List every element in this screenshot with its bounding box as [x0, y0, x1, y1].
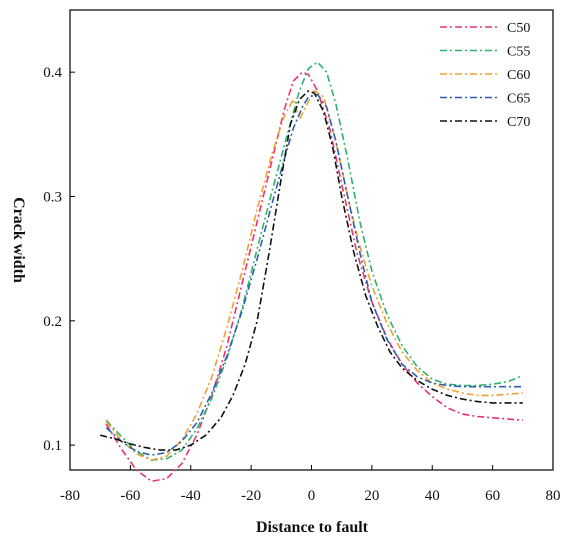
- legend-label-c70: C70: [507, 115, 530, 130]
- x-tick-label: -60: [120, 488, 140, 504]
- x-tick-label: 80: [546, 488, 561, 504]
- x-axis: -80 -60 -40 -20 0 20 40 60 80: [60, 465, 561, 504]
- y-tick-label: 0.3: [43, 189, 62, 205]
- legend-label-c55: C55: [507, 45, 530, 60]
- x-tick-label: -40: [181, 488, 201, 504]
- x-tick-label: -80: [60, 488, 80, 504]
- legend-label-c50: C50: [507, 21, 530, 36]
- x-tick-label: 20: [364, 488, 379, 504]
- x-axis-title: Distance to fault: [256, 519, 369, 536]
- legend: C50 C55 C60 C65 C70: [440, 21, 530, 130]
- series-line-c50: [105, 71, 523, 482]
- x-tick-label: 40: [425, 488, 440, 504]
- legend-label-c65: C65: [507, 92, 530, 107]
- x-tick-label: 60: [485, 488, 500, 504]
- series-line-c65: [105, 93, 523, 456]
- y-tick-label: 0.4: [43, 65, 62, 81]
- y-tick-label: 0.2: [43, 314, 62, 330]
- x-tick-label: -20: [241, 488, 261, 504]
- series-line-c55: [105, 61, 524, 461]
- plot-frame: [69, 9, 554, 471]
- series-line-c60: [105, 90, 523, 461]
- series-line-c70: [100, 90, 523, 451]
- y-tick-label: 0.1: [43, 438, 62, 454]
- series-layer: [100, 61, 524, 482]
- y-axis-title: Crack width: [10, 197, 27, 283]
- y-axis: 0.1 0.2 0.3 0.4: [43, 65, 75, 454]
- x-tick-label: 0: [308, 488, 316, 504]
- legend-label-c60: C60: [507, 68, 530, 83]
